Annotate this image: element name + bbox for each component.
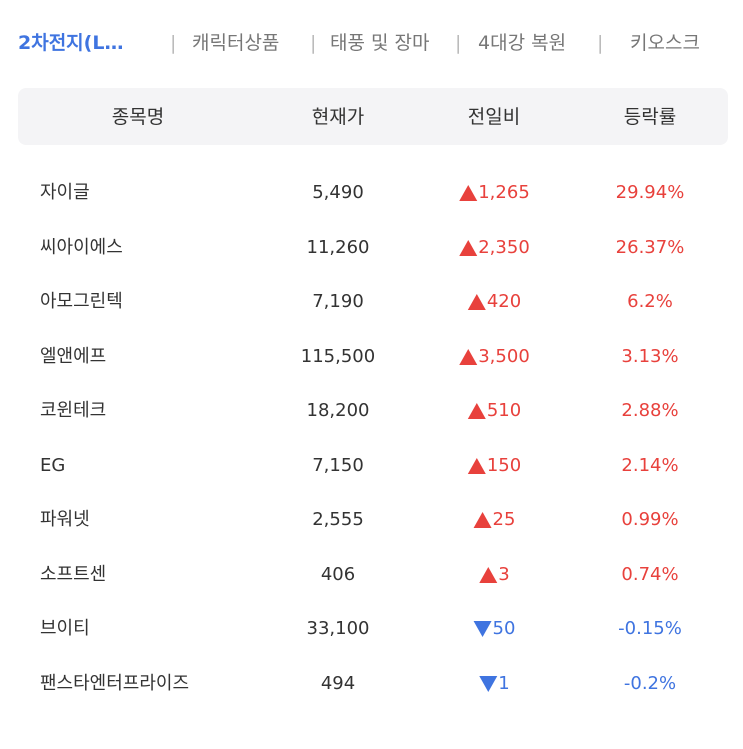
rate: 2.14% <box>621 454 679 476</box>
arrow-shape <box>467 403 486 419</box>
arrow-shape <box>459 348 478 365</box>
change-arrow <box>467 294 486 310</box>
tab[interactable]: 태풍 및 장마 <box>330 32 430 54</box>
stock-name[interactable]: 엘앤에프 <box>40 345 107 367</box>
arrow-shape <box>459 185 478 201</box>
stock-name[interactable]: 팬스타엔터프라이즈 <box>40 672 190 694</box>
change: 510 <box>467 399 521 423</box>
change-value: 3,500 <box>478 345 530 367</box>
change-arrow <box>467 457 486 474</box>
stock-name[interactable]: 씨아이에스 <box>40 236 123 258</box>
tab[interactable]: 4대강 복원 <box>478 32 567 54</box>
arrow-shape <box>479 566 498 583</box>
rate: 2.88% <box>621 400 679 421</box>
arrow-shape <box>467 294 486 310</box>
price: 406 <box>320 563 356 585</box>
change: 2,350 <box>458 236 530 260</box>
table-header-bg <box>18 88 728 145</box>
stock-name[interactable]: 코윈테크 <box>40 400 107 421</box>
tab[interactable]: 2차전지(L… <box>18 32 124 54</box>
separator: | <box>310 32 317 54</box>
change-value: 50 <box>492 618 516 639</box>
change: 1 <box>478 672 510 696</box>
arrow-shape <box>467 457 486 474</box>
change-value: 1 <box>498 672 510 694</box>
column-header: 현재가 <box>311 106 365 128</box>
price: 2,555 <box>312 509 364 530</box>
price: 33,100 <box>306 618 370 639</box>
stock-name[interactable]: EG <box>40 454 66 476</box>
arrow-shape <box>473 512 492 528</box>
arrow-shape <box>479 675 498 692</box>
change: 50 <box>473 617 516 641</box>
change-arrow <box>479 675 498 692</box>
change-arrow <box>459 239 478 256</box>
change-arrow <box>467 403 486 419</box>
price: 5,490 <box>312 182 364 203</box>
change-value: 150 <box>486 454 522 476</box>
change: 3,500 <box>458 345 530 369</box>
arrow-shape <box>459 239 478 256</box>
tab[interactable]: 키오스크 <box>630 32 700 54</box>
stock-name[interactable]: 파워넷 <box>40 509 90 530</box>
change-value: 2,350 <box>478 236 530 258</box>
separator: | <box>597 32 604 54</box>
change: 1,265 <box>458 181 530 205</box>
price: 115,500 <box>300 345 376 367</box>
rate: 26.37% <box>615 236 685 258</box>
separator: | <box>170 32 177 54</box>
arrow-shape <box>473 621 492 637</box>
stock-name[interactable]: 자이글 <box>40 182 90 203</box>
change-arrow <box>479 566 498 583</box>
rate: 0.99% <box>621 509 679 530</box>
change-value: 420 <box>486 291 522 312</box>
price: 7,190 <box>312 291 364 312</box>
rate: -0.15% <box>618 618 682 639</box>
rate: -0.2% <box>623 672 677 694</box>
stock-name[interactable]: 아모그린텍 <box>40 291 123 312</box>
separator: | <box>455 32 462 54</box>
stock-name[interactable]: 소프트센 <box>40 563 107 585</box>
tab[interactable]: 캐릭터상품 <box>192 32 280 54</box>
rate: 29.94% <box>615 182 685 203</box>
column-header: 등락률 <box>623 106 677 128</box>
stock-name[interactable]: 브이티 <box>40 618 90 639</box>
price: 18,200 <box>306 400 370 421</box>
price: 7,150 <box>312 454 364 476</box>
change-value: 3 <box>498 563 510 585</box>
price: 11,260 <box>306 236 370 258</box>
change: 150 <box>467 454 521 478</box>
column-header: 전일비 <box>467 106 521 128</box>
change: 420 <box>467 290 521 314</box>
change-arrow <box>459 348 478 365</box>
change: 25 <box>473 508 516 532</box>
change-value: 510 <box>486 400 522 421</box>
change-value: 25 <box>492 509 516 530</box>
change-arrow <box>473 512 492 528</box>
rate: 6.2% <box>627 291 673 312</box>
column-header: 종목명 <box>111 106 165 128</box>
change-value: 1,265 <box>478 182 530 203</box>
change-arrow <box>459 185 478 201</box>
change-arrow <box>473 621 492 637</box>
price: 494 <box>320 672 356 694</box>
rate: 3.13% <box>621 345 679 367</box>
change: 3 <box>478 563 510 587</box>
rate: 0.74% <box>621 563 679 585</box>
